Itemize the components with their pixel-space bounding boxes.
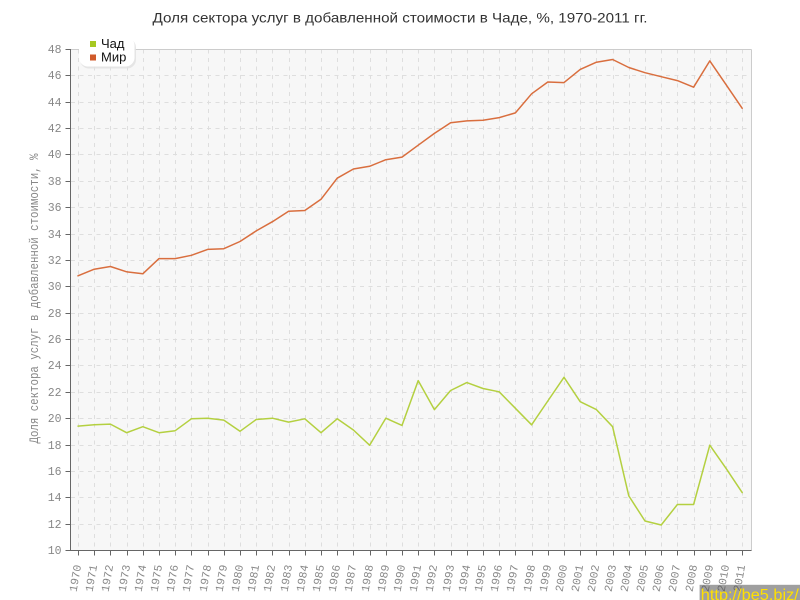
svg-text:1984: 1984: [296, 564, 313, 593]
svg-text:14: 14: [48, 492, 62, 505]
svg-text:48: 48: [48, 44, 62, 57]
svg-text:24: 24: [48, 360, 62, 373]
svg-text:1988: 1988: [361, 564, 378, 593]
svg-text:2007: 2007: [668, 564, 685, 593]
svg-text:2008: 2008: [685, 564, 702, 593]
svg-text:1972: 1972: [101, 564, 118, 593]
svg-text:Чад: Чад: [101, 36, 125, 51]
svg-text:http://be5.biz/: http://be5.biz/: [701, 587, 800, 600]
svg-text:1987: 1987: [344, 564, 361, 593]
svg-text:1981: 1981: [247, 564, 264, 593]
svg-text:Доля сектора услуг в добавленн: Доля сектора услуг в добавленной стоимос…: [28, 153, 42, 443]
svg-text:1996: 1996: [490, 564, 507, 593]
svg-text:2004: 2004: [620, 564, 637, 593]
svg-text:1997: 1997: [506, 564, 523, 593]
svg-text:20: 20: [48, 413, 62, 426]
svg-text:42: 42: [48, 123, 62, 136]
svg-text:1971: 1971: [85, 564, 102, 593]
svg-text:40: 40: [48, 149, 62, 162]
svg-text:36: 36: [48, 202, 62, 215]
svg-text:1994: 1994: [458, 564, 475, 593]
svg-text:1991: 1991: [409, 564, 426, 593]
svg-text:1995: 1995: [474, 564, 491, 593]
svg-text:1976: 1976: [166, 564, 183, 593]
svg-text:2002: 2002: [587, 564, 604, 593]
svg-text:1980: 1980: [231, 564, 248, 593]
svg-text:2000: 2000: [555, 564, 572, 593]
svg-text:22: 22: [48, 387, 62, 400]
svg-text:34: 34: [48, 229, 62, 242]
svg-text:1979: 1979: [215, 564, 232, 593]
svg-text:1982: 1982: [263, 564, 280, 593]
svg-text:Мир: Мир: [101, 50, 126, 65]
svg-text:44: 44: [48, 97, 62, 110]
svg-text:1986: 1986: [328, 564, 345, 593]
svg-text:2006: 2006: [652, 564, 669, 593]
svg-text:28: 28: [48, 308, 62, 321]
svg-text:2001: 2001: [571, 564, 588, 593]
svg-text:1973: 1973: [118, 564, 135, 593]
svg-text:38: 38: [48, 176, 62, 189]
svg-text:1974: 1974: [134, 564, 151, 593]
svg-text:1989: 1989: [377, 564, 394, 593]
svg-text:1985: 1985: [312, 564, 329, 593]
svg-text:1975: 1975: [150, 564, 167, 593]
svg-text:32: 32: [48, 255, 62, 268]
svg-text:1998: 1998: [523, 564, 540, 593]
svg-text:30: 30: [48, 281, 62, 294]
svg-text:1993: 1993: [442, 564, 459, 593]
svg-text:1970: 1970: [69, 564, 86, 593]
svg-text:1990: 1990: [393, 564, 410, 593]
svg-text:Доля сектора услуг в добавленн: Доля сектора услуг в добавленной стоимос…: [153, 10, 648, 26]
svg-text:2003: 2003: [604, 564, 621, 593]
svg-text:10: 10: [48, 545, 62, 558]
svg-text:1977: 1977: [182, 564, 199, 593]
svg-text:12: 12: [48, 519, 62, 532]
svg-text:1978: 1978: [199, 564, 216, 593]
svg-text:16: 16: [48, 466, 62, 479]
svg-text:1983: 1983: [280, 564, 297, 593]
svg-text:1999: 1999: [539, 564, 556, 593]
svg-text:46: 46: [48, 70, 62, 83]
svg-text:1992: 1992: [425, 564, 442, 593]
svg-text:26: 26: [48, 334, 62, 347]
svg-text:2005: 2005: [636, 564, 653, 593]
svg-text:18: 18: [48, 440, 62, 453]
